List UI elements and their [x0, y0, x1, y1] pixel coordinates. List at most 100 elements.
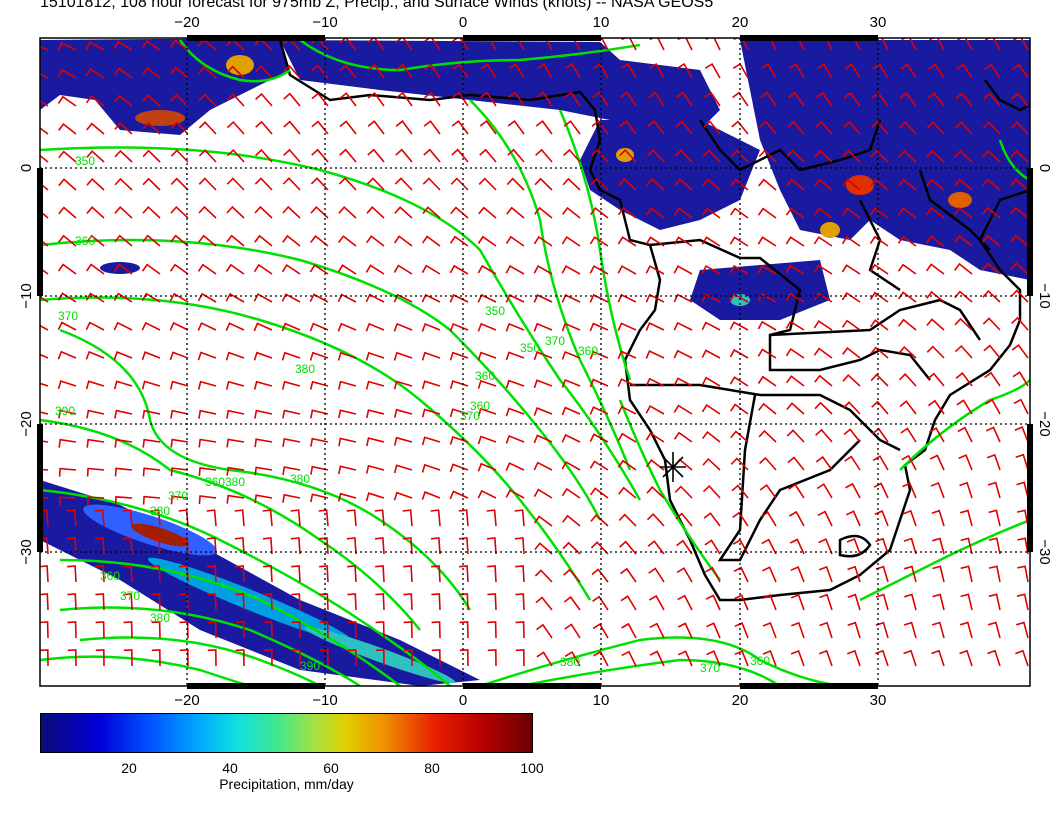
wind-barb	[589, 350, 609, 360]
contour-label: 380	[150, 504, 170, 518]
wind-barb	[931, 621, 945, 639]
wind-barb	[114, 94, 133, 107]
wind-barb	[421, 322, 441, 332]
wind-barb	[841, 207, 861, 219]
wind-barb	[421, 293, 441, 303]
wind-barb	[617, 378, 637, 387]
wind-barb	[987, 649, 1001, 667]
wind-barb	[757, 236, 777, 247]
wind-barb	[477, 379, 497, 389]
wind-barb	[959, 509, 973, 527]
wind-barb	[790, 649, 805, 667]
wind-barb	[673, 293, 693, 303]
wind-barb	[620, 595, 637, 611]
wind-barb	[790, 593, 805, 611]
wind-barb	[337, 235, 357, 247]
wind-barb	[591, 120, 609, 135]
wind-barb	[95, 593, 105, 611]
wind-barb	[487, 593, 497, 611]
wind-barb	[592, 62, 609, 79]
wind-barb	[982, 149, 1001, 163]
wind-barb	[677, 650, 693, 667]
wind-barb	[319, 565, 329, 583]
wind-barb	[366, 206, 385, 219]
wind-barb	[169, 39, 189, 51]
wind-barb	[480, 63, 497, 79]
wind-barb	[514, 509, 525, 527]
wind-barb	[701, 349, 721, 359]
wind-barb	[421, 463, 441, 473]
wind-barb	[845, 510, 861, 527]
lat-tick-left: −30	[18, 539, 35, 564]
contour-label: 350	[520, 341, 540, 355]
wind-barb	[759, 483, 777, 499]
wind-barb	[114, 149, 133, 163]
wind-barb	[291, 649, 301, 667]
wind-barb	[198, 93, 217, 107]
wind-barb	[254, 466, 273, 476]
lat-tick-labels-left: 0 −10 −20 −30	[18, 164, 35, 565]
wind-barb	[142, 467, 161, 477]
wind-barb	[562, 206, 581, 219]
wind-barb	[676, 539, 693, 555]
contour-label: 380	[295, 362, 315, 376]
wind-barb	[645, 350, 665, 359]
wind-barb	[757, 320, 777, 331]
wind-barb	[86, 150, 105, 163]
wind-barb	[337, 351, 357, 361]
lon-tick-top: −20	[174, 14, 199, 31]
wind-barb	[1010, 121, 1029, 135]
wind-barb	[898, 178, 917, 191]
wind-barb	[814, 178, 833, 191]
wind-barb	[234, 537, 245, 555]
lon-tick-bottom: −10	[312, 692, 337, 709]
wind-barb	[142, 94, 161, 107]
wind-barb	[114, 467, 133, 477]
lat-tick-right: −30	[1036, 539, 1053, 564]
wind-barb	[787, 120, 805, 135]
lat-tick-left: 0	[18, 164, 35, 172]
wind-barb	[673, 349, 693, 359]
location-marker	[660, 452, 686, 482]
wind-barb	[561, 461, 581, 471]
wind-barb	[535, 119, 553, 135]
wind-barb	[675, 120, 693, 135]
wind-barb	[733, 566, 749, 583]
wind-barb	[310, 177, 329, 191]
wind-barb	[617, 236, 637, 247]
wind-barb	[954, 290, 973, 303]
wind-barb	[730, 457, 749, 471]
wind-barb	[983, 344, 1001, 359]
wind-barb	[114, 496, 133, 505]
wind-barb	[57, 68, 77, 79]
wind-barb	[1016, 481, 1029, 499]
wind-barb	[151, 621, 161, 639]
lon-tick-bottom: 20	[732, 692, 749, 709]
wind-barb	[874, 510, 889, 527]
wind-barb	[1012, 371, 1029, 387]
wind-barb	[151, 593, 161, 611]
wind-barb	[561, 294, 581, 303]
wind-barb	[282, 493, 301, 503]
wind-barb	[367, 120, 385, 135]
wind-barb	[170, 205, 189, 219]
wind-barb	[421, 408, 441, 418]
wind-barb	[1016, 593, 1029, 611]
wind-barb	[620, 62, 637, 79]
wind-barb	[845, 482, 861, 499]
wind-barb	[57, 350, 77, 360]
wind-barb	[702, 430, 721, 443]
wind-barb	[263, 565, 273, 583]
wind-barb	[367, 38, 385, 51]
wind-barb	[319, 621, 329, 639]
wind-barb	[954, 317, 973, 331]
wind-barb	[646, 513, 665, 527]
lon-tick-top: 0	[459, 14, 467, 31]
wind-barb	[706, 650, 721, 667]
wind-barb	[309, 293, 329, 303]
map-panel: 3503603703803903603703803603603503703803…	[18, 14, 1053, 709]
wind-barb	[618, 178, 637, 191]
wind-barb	[536, 651, 553, 667]
wind-barb	[452, 38, 469, 51]
wind-barb	[787, 456, 805, 471]
